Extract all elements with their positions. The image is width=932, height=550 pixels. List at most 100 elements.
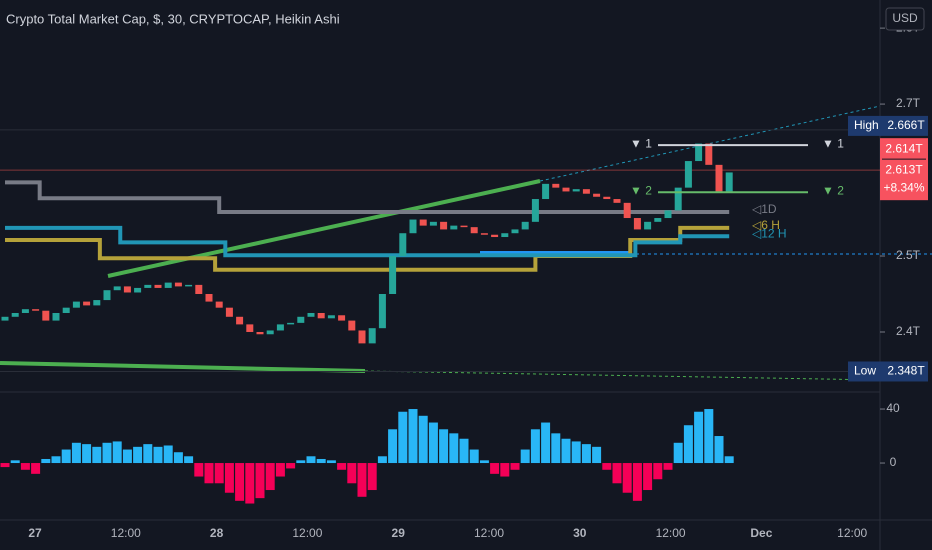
candle: [195, 284, 203, 294]
candle: [389, 256, 397, 294]
x-tick-label: 12:00: [111, 526, 141, 540]
x-tick-label: 27: [28, 526, 42, 540]
histogram-bar: [82, 444, 92, 464]
histogram-bar: [520, 449, 530, 464]
histogram-bar: [286, 463, 296, 469]
x-tick-label: 12:00: [292, 526, 322, 540]
histogram-bar: [632, 463, 642, 501]
histogram-bar: [602, 463, 612, 470]
candle: [531, 199, 539, 222]
histogram-bar: [163, 445, 173, 464]
candle: [287, 322, 295, 325]
histogram-bar: [408, 409, 418, 464]
candle: [521, 221, 529, 230]
histogram-bar: [388, 429, 398, 464]
candle: [582, 189, 590, 194]
step-line: [5, 180, 730, 214]
histogram-bar: [194, 463, 204, 477]
candle: [552, 183, 560, 188]
candle: [705, 143, 713, 165]
change-label: +8.34%: [883, 180, 924, 194]
histogram-bar: [479, 460, 489, 464]
high-value: 2.666T: [887, 118, 925, 132]
y-tick-label: 0: [890, 455, 897, 469]
candle: [134, 287, 142, 293]
histogram-bar: [173, 452, 183, 464]
chart-title: Crypto Total Market Cap, $, 30, CRYPTOCA…: [6, 11, 340, 26]
histogram-bar: [551, 433, 561, 464]
legend-label: ◁1D: [752, 202, 777, 216]
candle: [154, 284, 162, 288]
histogram-bar: [469, 449, 479, 464]
candle: [83, 301, 91, 306]
x-tick-label: 30: [573, 526, 587, 540]
histogram-bar: [428, 422, 438, 464]
candle: [236, 316, 244, 325]
candle: [593, 193, 601, 197]
candle: [52, 312, 60, 321]
candle: [93, 300, 101, 306]
histogram-bar: [704, 409, 714, 464]
candle: [603, 196, 611, 200]
histogram-bar: [724, 456, 734, 464]
candle: [674, 187, 682, 211]
low-box: [848, 361, 928, 382]
x-tick-label: 29: [392, 526, 406, 540]
histogram-bar: [581, 444, 591, 464]
candle: [654, 218, 662, 222]
low-label: Low: [854, 364, 876, 378]
candle: [491, 234, 499, 238]
histogram-bar: [439, 429, 449, 464]
histogram-bar: [510, 463, 520, 470]
candle: [684, 161, 692, 188]
candle: [246, 324, 254, 332]
x-tick-label: 12:00: [837, 526, 867, 540]
high-box: [848, 115, 928, 136]
candle: [307, 312, 315, 317]
candle: [123, 286, 131, 293]
candle: [623, 202, 631, 219]
histogram-bar: [367, 463, 377, 491]
histogram-bar: [224, 463, 234, 493]
currency-label: USD: [892, 11, 918, 25]
price-box: [880, 138, 928, 201]
candle: [542, 183, 550, 200]
legend-label: ◁6 H: [752, 218, 780, 232]
histogram-bar: [214, 463, 224, 484]
histogram-bar: [306, 456, 316, 464]
candle: [501, 233, 509, 238]
histogram-bar: [316, 458, 326, 464]
trend-extension: [539, 105, 881, 182]
price-label: 2.613T: [885, 162, 923, 176]
histogram-bar: [255, 463, 265, 499]
candle: [409, 219, 417, 234]
candle: [266, 330, 274, 335]
histogram-bar: [622, 463, 632, 493]
histogram-bar: [265, 463, 275, 491]
histogram-bar: [714, 436, 724, 464]
candle: [460, 225, 468, 228]
histogram-bar: [673, 442, 683, 464]
candle: [644, 221, 652, 230]
histogram-bar: [10, 460, 20, 464]
histogram-bar: [418, 415, 428, 464]
candle: [348, 320, 356, 331]
candle: [378, 294, 386, 329]
legend-label: ◁12 H: [752, 226, 787, 240]
candle: [225, 307, 233, 317]
candle: [215, 301, 223, 308]
histogram-bar: [296, 460, 306, 464]
candle: [440, 221, 448, 230]
candle: [429, 221, 437, 226]
histogram-bar: [337, 463, 347, 470]
histogram-bar: [561, 438, 571, 464]
candle: [419, 219, 427, 226]
last-close-label: 2.614T: [885, 141, 923, 155]
histogram-bar: [694, 411, 704, 464]
annotation-label: ▼ 2: [822, 183, 844, 197]
candle: [633, 218, 641, 230]
candle: [32, 309, 40, 311]
histogram-bar: [643, 463, 653, 491]
trend-line: [0, 361, 366, 373]
histogram-bar: [112, 441, 122, 464]
